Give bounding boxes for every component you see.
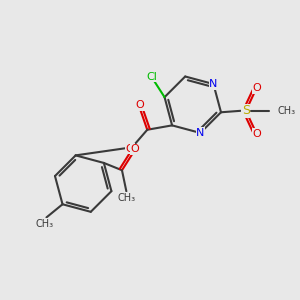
Text: N: N (196, 128, 205, 138)
Text: O: O (136, 100, 144, 110)
Text: Cl: Cl (146, 72, 157, 82)
Text: S: S (242, 104, 250, 117)
Text: CH₃: CH₃ (278, 106, 296, 116)
Text: CH₃: CH₃ (36, 219, 54, 229)
Text: O: O (253, 129, 262, 139)
Text: O: O (125, 144, 134, 154)
Text: CH₃: CH₃ (117, 193, 135, 203)
Text: N: N (209, 79, 218, 89)
Text: O: O (253, 83, 262, 93)
Text: O: O (130, 144, 139, 154)
